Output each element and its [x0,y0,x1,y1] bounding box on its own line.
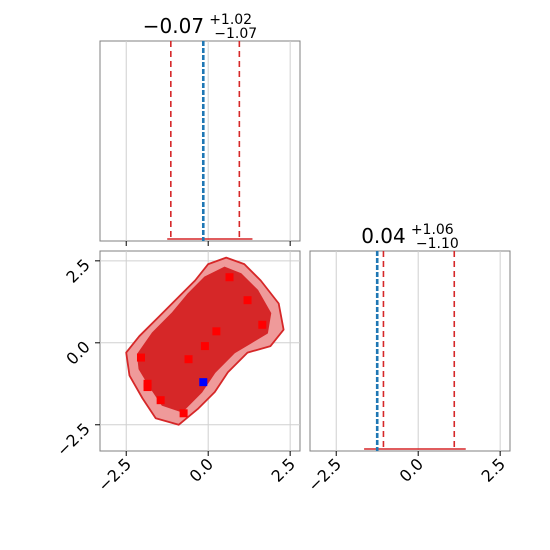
joint-point-5 [184,355,193,364]
y-tick-label-1: 0.0 [62,337,93,368]
joint-point-2 [143,383,152,392]
marginal-title-2-value: 0.04 [361,224,406,248]
marginal-title-1: −0.07 +1.02 −1.07 [143,9,257,42]
inner-credible-contour [136,266,272,413]
marginal-title-2-minus: −1.10 [416,236,459,252]
marginal-panel-1-lines [167,41,253,241]
marginal-title-2-plus: +1.06 [411,222,454,238]
marginal-panel-2-frame [309,250,511,452]
x-tick-label-0: −2.5 [94,454,135,495]
joint-panel: −2.5 0.0 2.5 −2.5 0.0 2.5 [53,250,301,495]
joint-point-10 [258,320,267,329]
x-tick-label-0: −2.5 [304,454,345,495]
marginal-panel-1-grid [125,41,291,241]
joint-point-3 [156,396,165,405]
marginal-panel-2: −2.5 0.0 2.5 0.04 +1.06 −1.10 [304,219,511,495]
joint-points [136,273,267,418]
joint-truth-point [199,378,208,387]
y-tick-label-0: −2.5 [53,419,94,460]
marginal-panel-1-tickmarks [125,241,291,246]
marginal-panel-2-ticks: −2.5 0.0 2.5 [304,451,509,495]
marginal-title-1-value: −0.07 [143,14,204,38]
joint-point-8 [225,273,234,282]
marginal-panel-1: −0.07 +1.02 −1.07 [99,9,301,246]
x-tick-label-1: 0.0 [396,454,427,485]
joint-point-7 [212,327,221,336]
x-tick-label-2: 2.5 [478,454,509,485]
x-tick-label-2: 2.5 [268,454,299,485]
joint-point-6 [200,342,209,351]
marginal-title-1-plus: +1.02 [209,12,252,28]
marginal-title-2: 0.04 +1.06 −1.10 [361,219,459,252]
joint-panel-frame [99,250,301,452]
y-tick-label-2: 2.5 [62,255,93,286]
joint-point-4 [179,409,188,418]
marginal-panel-2-lines [364,251,466,451]
joint-point-0 [136,353,145,362]
joint-point-9 [243,296,252,305]
marginal-title-1-minus: −1.07 [214,26,257,42]
marginal-panel-2-grid [335,251,501,451]
joint-contours [125,256,285,426]
x-tick-label-1: 0.0 [186,454,217,485]
marginal-panel-1-frame [99,40,301,242]
